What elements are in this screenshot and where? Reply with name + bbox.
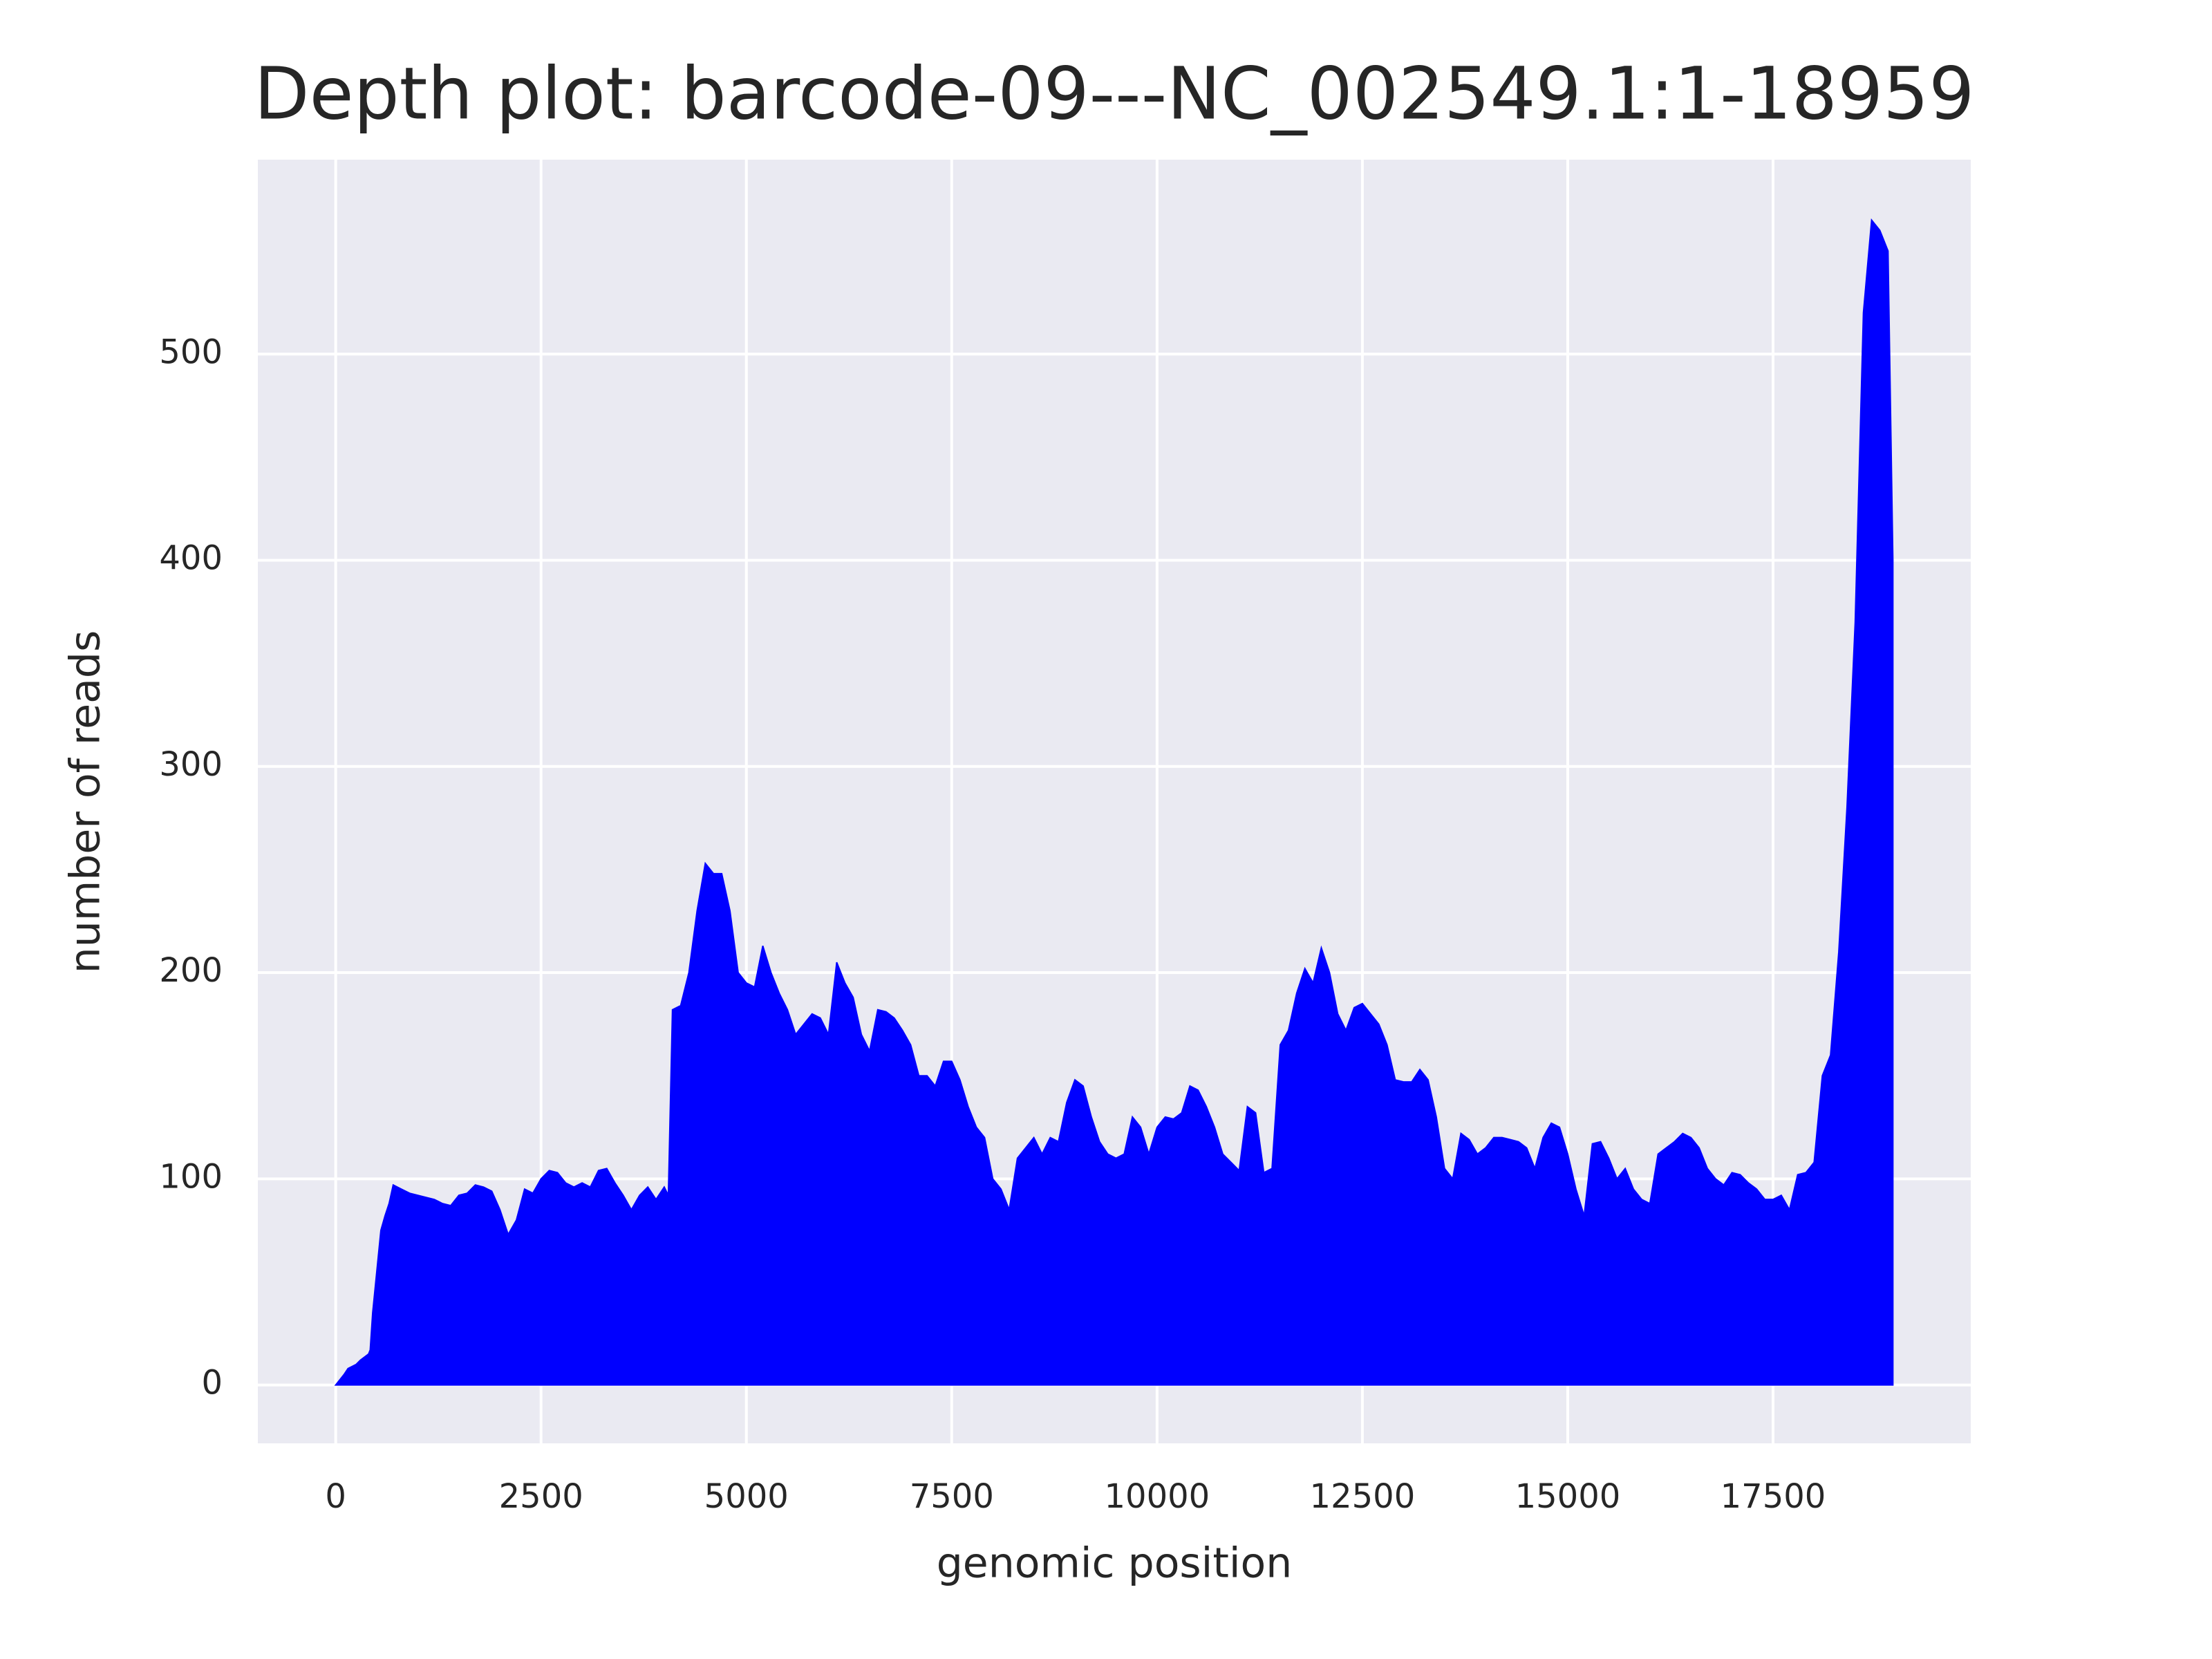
y-tick-label: 0 — [201, 1364, 223, 1403]
y-tick-label: 300 — [159, 745, 223, 784]
x-tick-label: 12500 — [1310, 1477, 1416, 1516]
x-axis-label: genomic position — [937, 1539, 1293, 1588]
y-tick-label: 100 — [159, 1157, 223, 1196]
x-tick-label: 10000 — [1104, 1477, 1210, 1516]
x-tick-label: 17500 — [1721, 1477, 1826, 1516]
y-tick-label: 200 — [159, 951, 223, 990]
y-tick-label: 400 — [159, 539, 223, 578]
x-tick-label: 15000 — [1515, 1477, 1621, 1516]
y-tick-label: 500 — [159, 332, 223, 371]
depth-area — [334, 218, 1894, 1386]
x-tick-label: 0 — [325, 1477, 346, 1516]
x-tick-label: 7500 — [910, 1477, 994, 1516]
x-tick-label: 2500 — [499, 1477, 583, 1516]
labels: 0 2500 5000 7500 10000 12500 15000 17500 0 100 200… — [159, 332, 1826, 1516]
chart-title: Depth plot: barcode-09---NC_002549.1:1-1… — [254, 51, 1975, 135]
x-tick-label: 5000 — [704, 1477, 789, 1516]
y-axis-label: number of reads — [62, 630, 110, 974]
marks — [334, 218, 1894, 1386]
